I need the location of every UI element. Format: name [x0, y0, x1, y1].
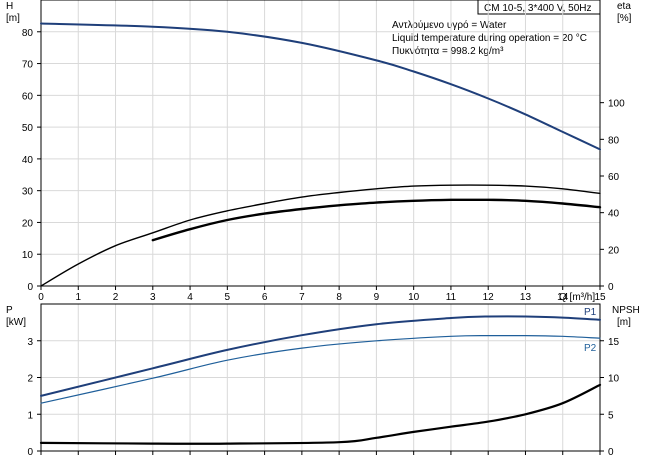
bottom-plot-frame: [40, 303, 601, 452]
top-x-tick-label: 9: [374, 292, 380, 303]
top-panel: 0 1 2 3 4 5 6 7 8 9 10 11 12 13 14 15010203040506070800…: [22, 0, 625, 303]
top-y-right-tick-label: 80: [608, 135, 620, 146]
bottom-y-left-tick-label: 2: [27, 374, 33, 385]
bottom-y-right-tick-label: 5: [608, 410, 614, 421]
bottom-panel: 0 1 2 3 0 5 10 15 P1 P2: [27, 303, 620, 458]
top-y-right-tick-label: 60: [608, 172, 620, 183]
bottom-y-left-label: P: [6, 305, 13, 316]
bottom-y-left-unit: [kW]: [6, 317, 26, 328]
series-p1-label: P1: [584, 307, 597, 318]
bottom-y-right-tick-label: 10: [608, 374, 620, 385]
top-x-tick-label: 1: [75, 292, 81, 303]
top-y-left-unit: [m]: [6, 13, 20, 24]
bottom-y-left-tick-label: 0: [27, 447, 33, 458]
top-y-left-tick-label: 20: [22, 218, 34, 229]
top-x-tick-label: 7: [299, 292, 305, 303]
top-x-tick-label: 10: [408, 292, 420, 303]
top-x-tick-label: 5: [225, 292, 231, 303]
top-x-tick-label: 6: [262, 292, 268, 303]
top-x-tick-label: 2: [113, 292, 119, 303]
series-p2-label: P2: [584, 343, 597, 354]
bottom-y-right-unit: [m]: [617, 317, 631, 328]
top-x-tick-label: 14: [557, 292, 569, 303]
bottom-y-right-label: NPSH: [612, 305, 640, 316]
top-x-tick-label: 12: [483, 292, 495, 303]
top-y-right-tick-label: 40: [608, 209, 620, 220]
top-y-left-tick-label: 10: [22, 250, 34, 261]
top-y-left-label: H: [6, 1, 13, 12]
top-y-right-tick-label: 0: [608, 282, 614, 293]
top-series-3-line: [151, 198, 602, 242]
note-density: Πυκνότητα = 998.2 kg/m³: [392, 45, 504, 57]
top-x-tick-label: 8: [336, 292, 342, 303]
top-y-right-unit: [%]: [617, 13, 632, 24]
note-liquid: Αντλούμενο υγρό = Water: [392, 19, 507, 31]
top-series-2-line: [40, 184, 601, 287]
series-p2-line: [40, 334, 601, 404]
top-x-tick-label: 0: [38, 292, 44, 303]
top-x-tick-label: 3: [150, 292, 156, 303]
top-x-axis-label: Q [m³/h]: [559, 292, 595, 303]
note-temperature: Liquid temperature during operation = 20…: [392, 33, 587, 44]
bottom-series-3-line: [39, 383, 602, 445]
top-y-left-tick-label: 40: [22, 155, 34, 166]
top-y-right-label: eta: [617, 1, 631, 12]
top-y-right-tick-label: 20: [608, 245, 620, 256]
bottom-y-right-tick-label: 0: [608, 447, 614, 458]
top-y-left-tick-label: 70: [22, 60, 34, 71]
bottom-y-left-tick-label: 1: [27, 410, 33, 421]
notes-box: Αντλούμενο υγρό = Water Liquid temperatu…: [388, 16, 600, 58]
top-x-tick-label: 15: [594, 292, 606, 303]
top-series-1-line: [40, 22, 601, 151]
top-y-right-tick-label: 100: [608, 99, 625, 110]
top-y-left-tick-label: 80: [22, 28, 34, 39]
top-y-left-tick-label: 30: [22, 187, 34, 198]
top-y-left-tick-label: 0: [27, 282, 33, 293]
bottom-y-left-tick-label: 3: [27, 337, 33, 348]
top-plot-frame: [40, 0, 601, 287]
top-y-left-tick-label: 60: [22, 91, 34, 102]
series-p1-line: [40, 315, 601, 397]
bottom-y-right-tick-label: 15: [608, 337, 620, 348]
top-x-tick-label: 11: [446, 292, 457, 303]
top-x-tick-label: 13: [520, 292, 532, 303]
header-title: CM 10-5, 3*400 V, 50Hz: [484, 3, 591, 14]
top-x-tick-label: 4: [187, 292, 193, 303]
top-y-left-tick-label: 50: [22, 123, 34, 134]
